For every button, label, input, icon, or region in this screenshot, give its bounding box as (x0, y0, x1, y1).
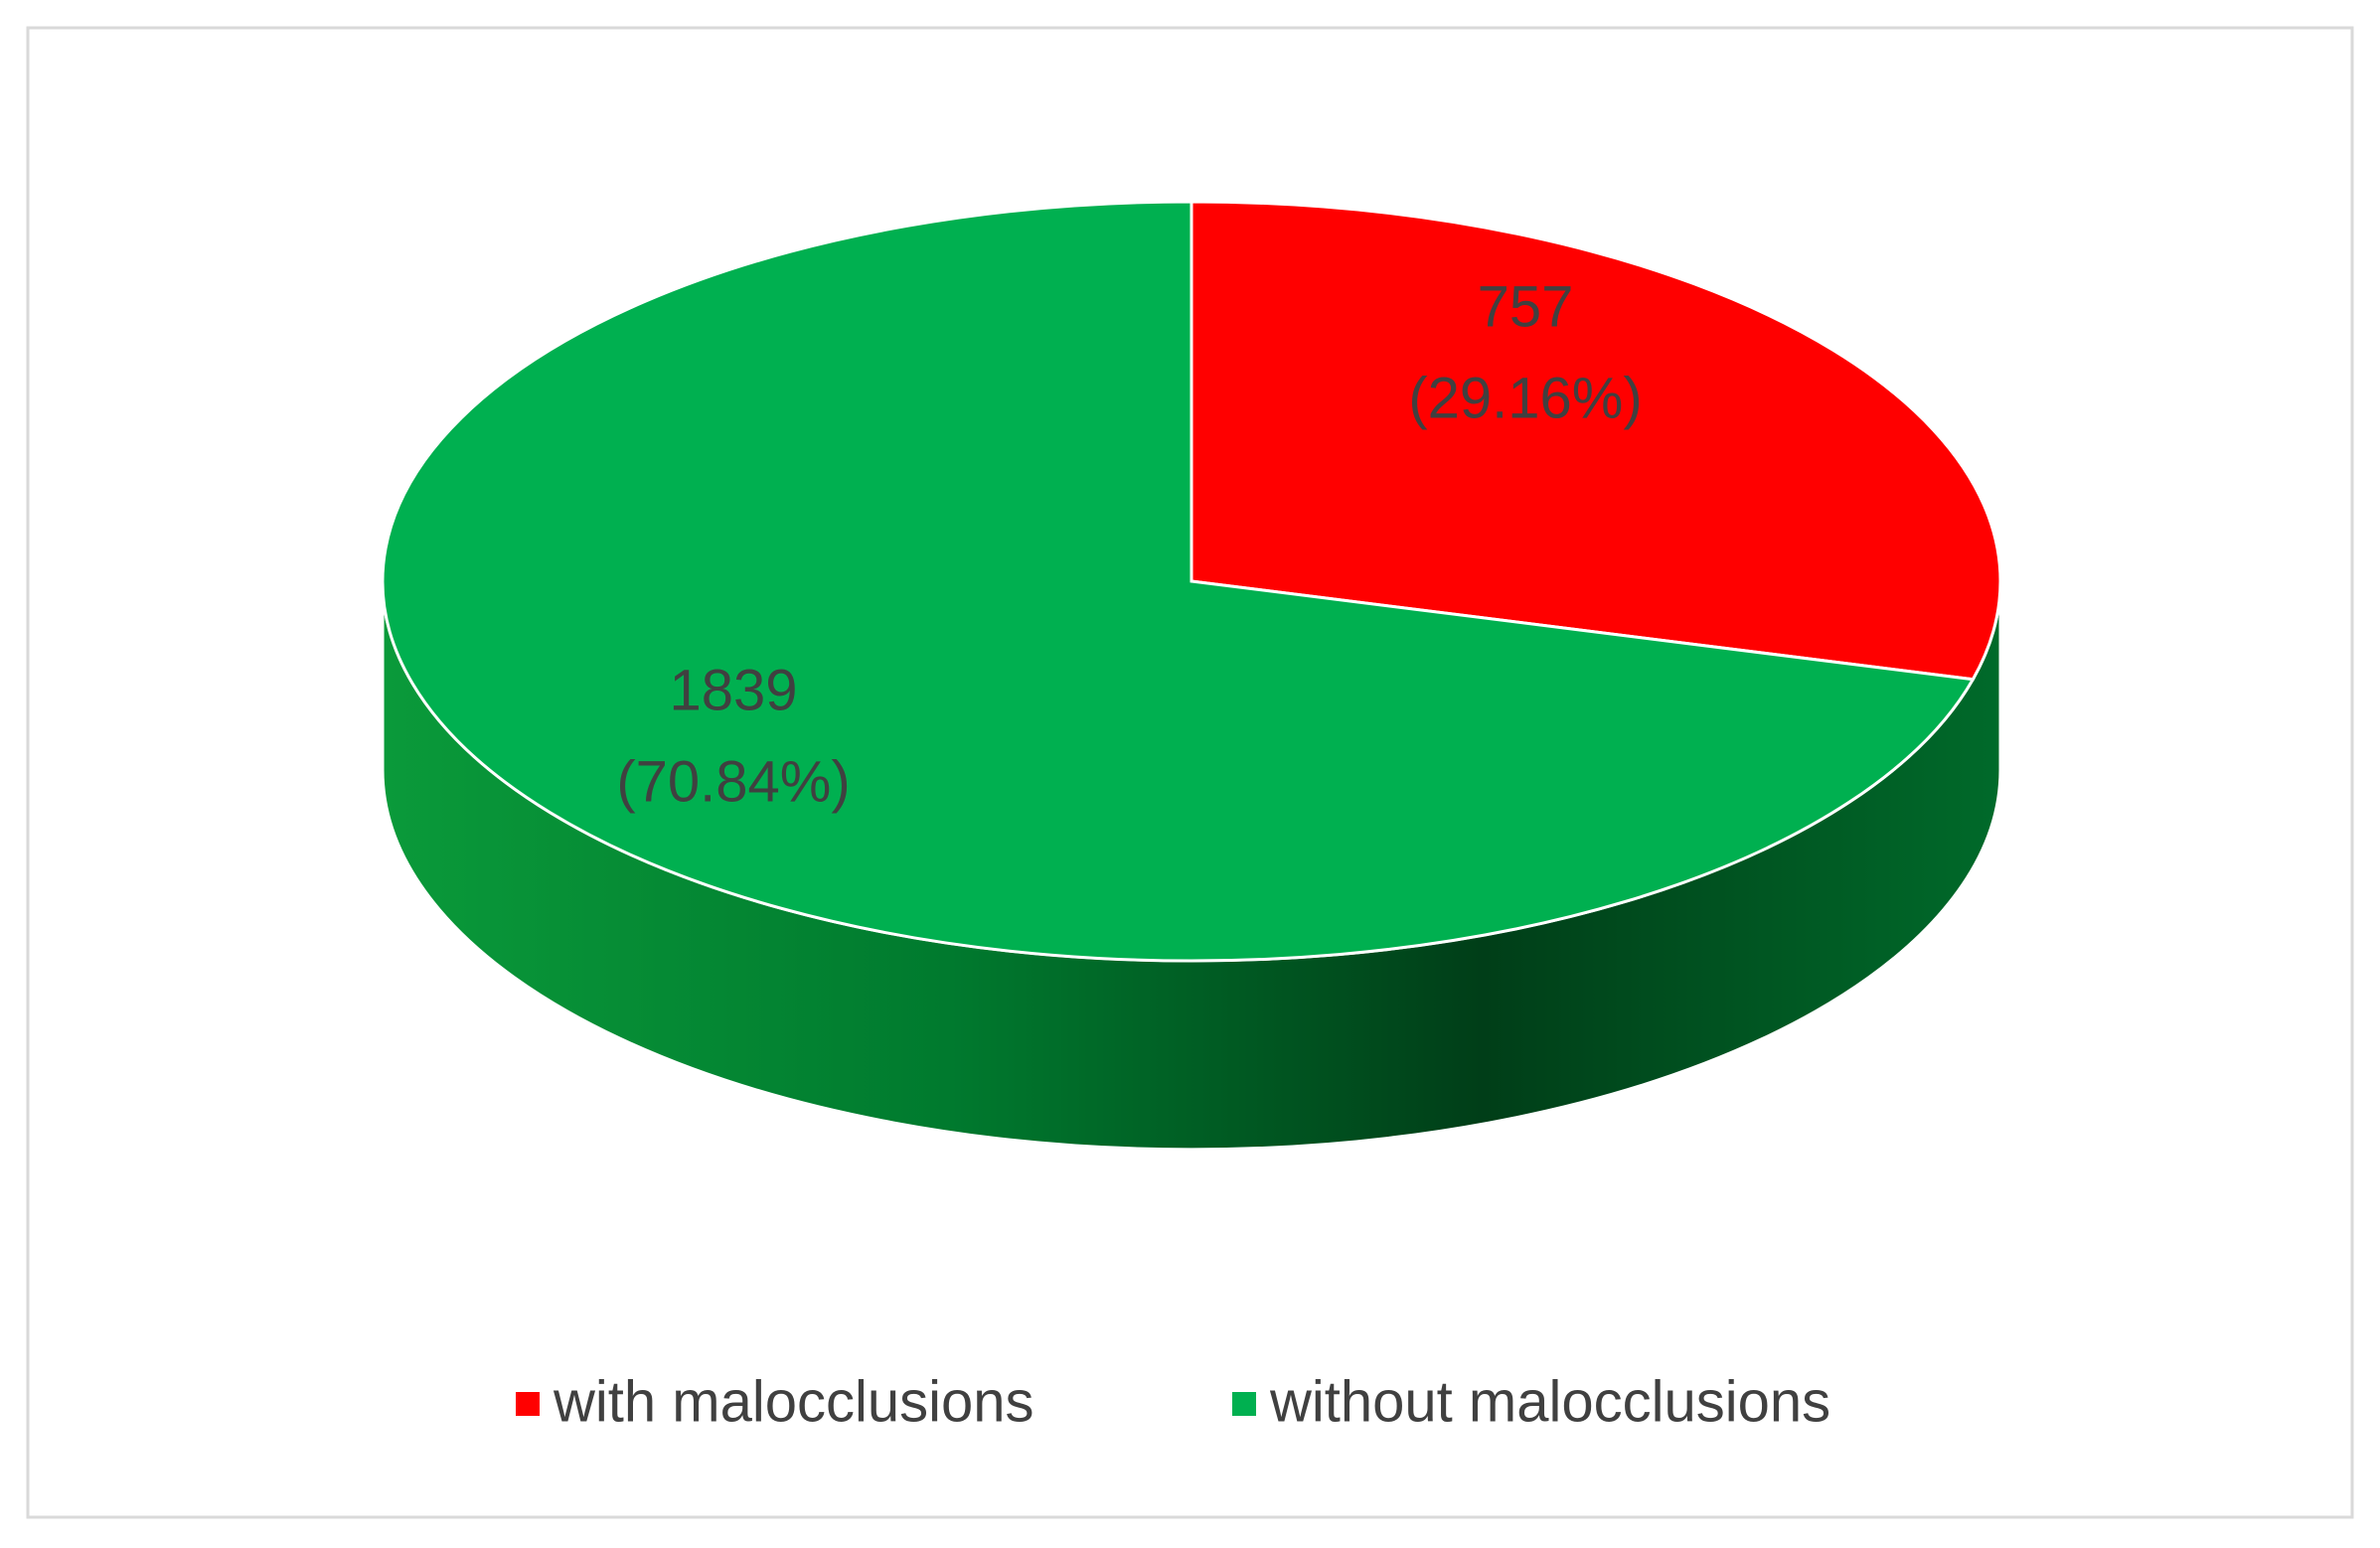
pie-slice (381, 200, 1976, 963)
legend-label: with malocclusions (553, 1369, 1034, 1434)
legend-swatch (1232, 1392, 1256, 1416)
legend: with malocclusions without malocclusions (516, 1369, 1830, 1434)
data-label: 757 (1478, 274, 1574, 339)
pie: 757 (29.16%) 1839 (70.84%) (381, 200, 2002, 1152)
legend-label: without malocclusions (1269, 1369, 1830, 1434)
legend-swatch (516, 1392, 540, 1416)
data-label: 1839 (669, 658, 797, 722)
data-label-percent: (29.16%) (1408, 366, 1642, 430)
data-label-percent: (70.84%) (616, 749, 850, 814)
pie-slice (1190, 200, 2002, 682)
